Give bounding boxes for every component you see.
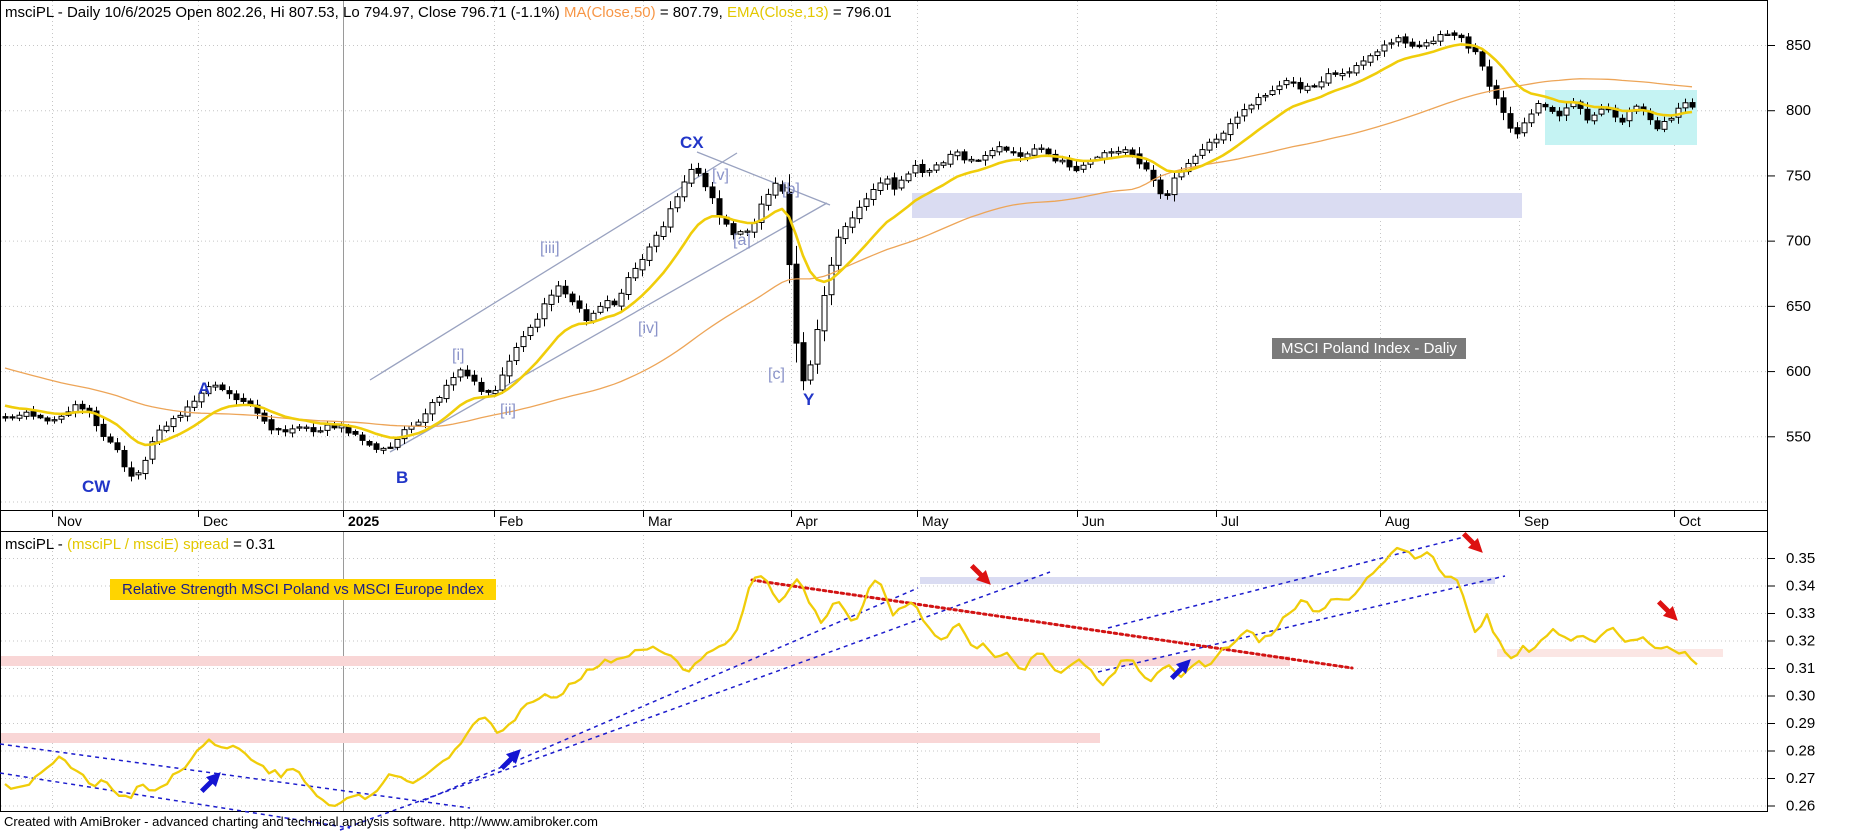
rs-spread-line bbox=[4, 546, 1698, 808]
wave-label: [ii] bbox=[500, 402, 516, 419]
svg-text:0.27: 0.27 bbox=[1786, 770, 1815, 787]
horizontal-gridlines bbox=[1, 45, 1767, 807]
svg-text:Apr: Apr bbox=[796, 513, 818, 529]
wave-label: A bbox=[198, 379, 210, 398]
x-axis-labels: Nov Dec 2025 Feb Mar Apr May Jun Jul Aug Sep Oct bbox=[52, 511, 1701, 529]
wave-label: [iv] bbox=[638, 320, 658, 337]
red-arrow bbox=[1656, 599, 1678, 621]
red-arrow bbox=[969, 563, 991, 585]
price-trendlines bbox=[369, 151, 831, 453]
wave-label: [iii] bbox=[540, 240, 560, 257]
svg-text:0.28: 0.28 bbox=[1786, 743, 1815, 760]
svg-text:Aug: Aug bbox=[1385, 513, 1410, 529]
svg-text:Mar: Mar bbox=[648, 513, 672, 529]
wave-label: [c] bbox=[768, 366, 785, 383]
highlight-zone bbox=[920, 577, 1495, 584]
svg-text:Jul: Jul bbox=[1221, 513, 1239, 529]
svg-text:0.33: 0.33 bbox=[1786, 605, 1815, 622]
svg-text:May: May bbox=[922, 513, 948, 529]
highlight-zone bbox=[0, 733, 1100, 743]
svg-text:0.32: 0.32 bbox=[1786, 633, 1815, 650]
blue-arrow bbox=[1169, 659, 1191, 681]
vertical-gridlines bbox=[52, 1, 1675, 812]
svg-text:Jun: Jun bbox=[1082, 513, 1105, 529]
wave-label: [a] bbox=[733, 232, 751, 249]
wave-label: [v] bbox=[712, 167, 729, 184]
wave-label: [b] bbox=[782, 181, 800, 198]
svg-text:0.26: 0.26 bbox=[1786, 798, 1815, 815]
pane1-ohlc-text: msciPL - Daily 10/6/2025 Open 802.26, Hi… bbox=[5, 4, 564, 21]
ema13-line bbox=[4, 43, 1693, 447]
annotation-arrows bbox=[199, 531, 1678, 794]
highlight-zone bbox=[912, 193, 1522, 218]
svg-text:Feb: Feb bbox=[499, 513, 523, 529]
svg-text:Dec: Dec bbox=[203, 513, 228, 529]
svg-text:2025: 2025 bbox=[348, 513, 379, 529]
svg-text:0.35: 0.35 bbox=[1786, 550, 1815, 567]
ma-indicator-label: MA(Close,50) bbox=[563, 4, 656, 21]
svg-text:0.30: 0.30 bbox=[1786, 688, 1815, 705]
blue-arrow bbox=[499, 749, 521, 771]
svg-text:Sep: Sep bbox=[1524, 513, 1549, 529]
ma-indicator-value: = 807.79, bbox=[655, 4, 727, 21]
wave-label: CW bbox=[82, 477, 111, 496]
pane-borders bbox=[0, 0, 1768, 812]
svg-text:800: 800 bbox=[1786, 102, 1811, 119]
red-arrow bbox=[1461, 531, 1483, 553]
highlight-zones bbox=[0, 90, 1723, 743]
svg-text:0.34: 0.34 bbox=[1786, 578, 1815, 595]
svg-text:850: 850 bbox=[1786, 37, 1811, 54]
svg-text:600: 600 bbox=[1786, 363, 1811, 380]
pane2-title: msciPL - (msciPL / msciE) spread = 0.31 bbox=[5, 536, 275, 553]
ma50-line bbox=[4, 78, 1693, 428]
index-name-badge: MSCI Poland Index - Daliy bbox=[1272, 338, 1466, 359]
pane1-title: msciPL - Daily 10/6/2025 Open 802.26, Hi… bbox=[5, 4, 892, 21]
amibroker-credit-text: Created with AmiBroker - advanced charti… bbox=[4, 814, 598, 829]
ema-indicator-label: EMA(Close,13) bbox=[726, 4, 829, 21]
svg-text:Oct: Oct bbox=[1679, 513, 1701, 529]
wave-label: CX bbox=[680, 133, 704, 152]
highlight-zone bbox=[1497, 649, 1723, 657]
svg-text:750: 750 bbox=[1786, 167, 1811, 184]
svg-text:0.29: 0.29 bbox=[1786, 715, 1815, 732]
svg-text:700: 700 bbox=[1786, 233, 1811, 250]
svg-text:650: 650 bbox=[1786, 298, 1811, 315]
ema-indicator-value: = 796.01 bbox=[828, 4, 892, 21]
wave-label: B bbox=[396, 468, 408, 487]
svg-text:0.31: 0.31 bbox=[1786, 660, 1815, 677]
elliott-wave-labels: CX Y A B CW [v] [b] [a] [iii] [iv] [i] [ii] [c] bbox=[82, 133, 815, 496]
wave-label: Y bbox=[803, 390, 815, 409]
svg-text:550: 550 bbox=[1786, 428, 1811, 445]
svg-text:Nov: Nov bbox=[57, 513, 82, 529]
pane2-symbol-text: msciPL - bbox=[5, 536, 67, 553]
wave-label: [i] bbox=[452, 347, 464, 364]
spread-value: = 0.31 bbox=[228, 536, 276, 553]
y-axis-labels: 850 800 750 700 650 600 550 0.35 0.34 0.33 0.32 0.3… bbox=[1767, 37, 1815, 815]
relative-strength-badge: Relative Strength MSCI Poland vs MSCI Eu… bbox=[110, 579, 496, 600]
highlight-zone bbox=[1545, 90, 1697, 145]
highlight-zone bbox=[0, 656, 1290, 666]
spread-formula-label: (msciPL / msciE) spread bbox=[66, 536, 229, 553]
candlestick-series bbox=[2, 30, 1696, 482]
